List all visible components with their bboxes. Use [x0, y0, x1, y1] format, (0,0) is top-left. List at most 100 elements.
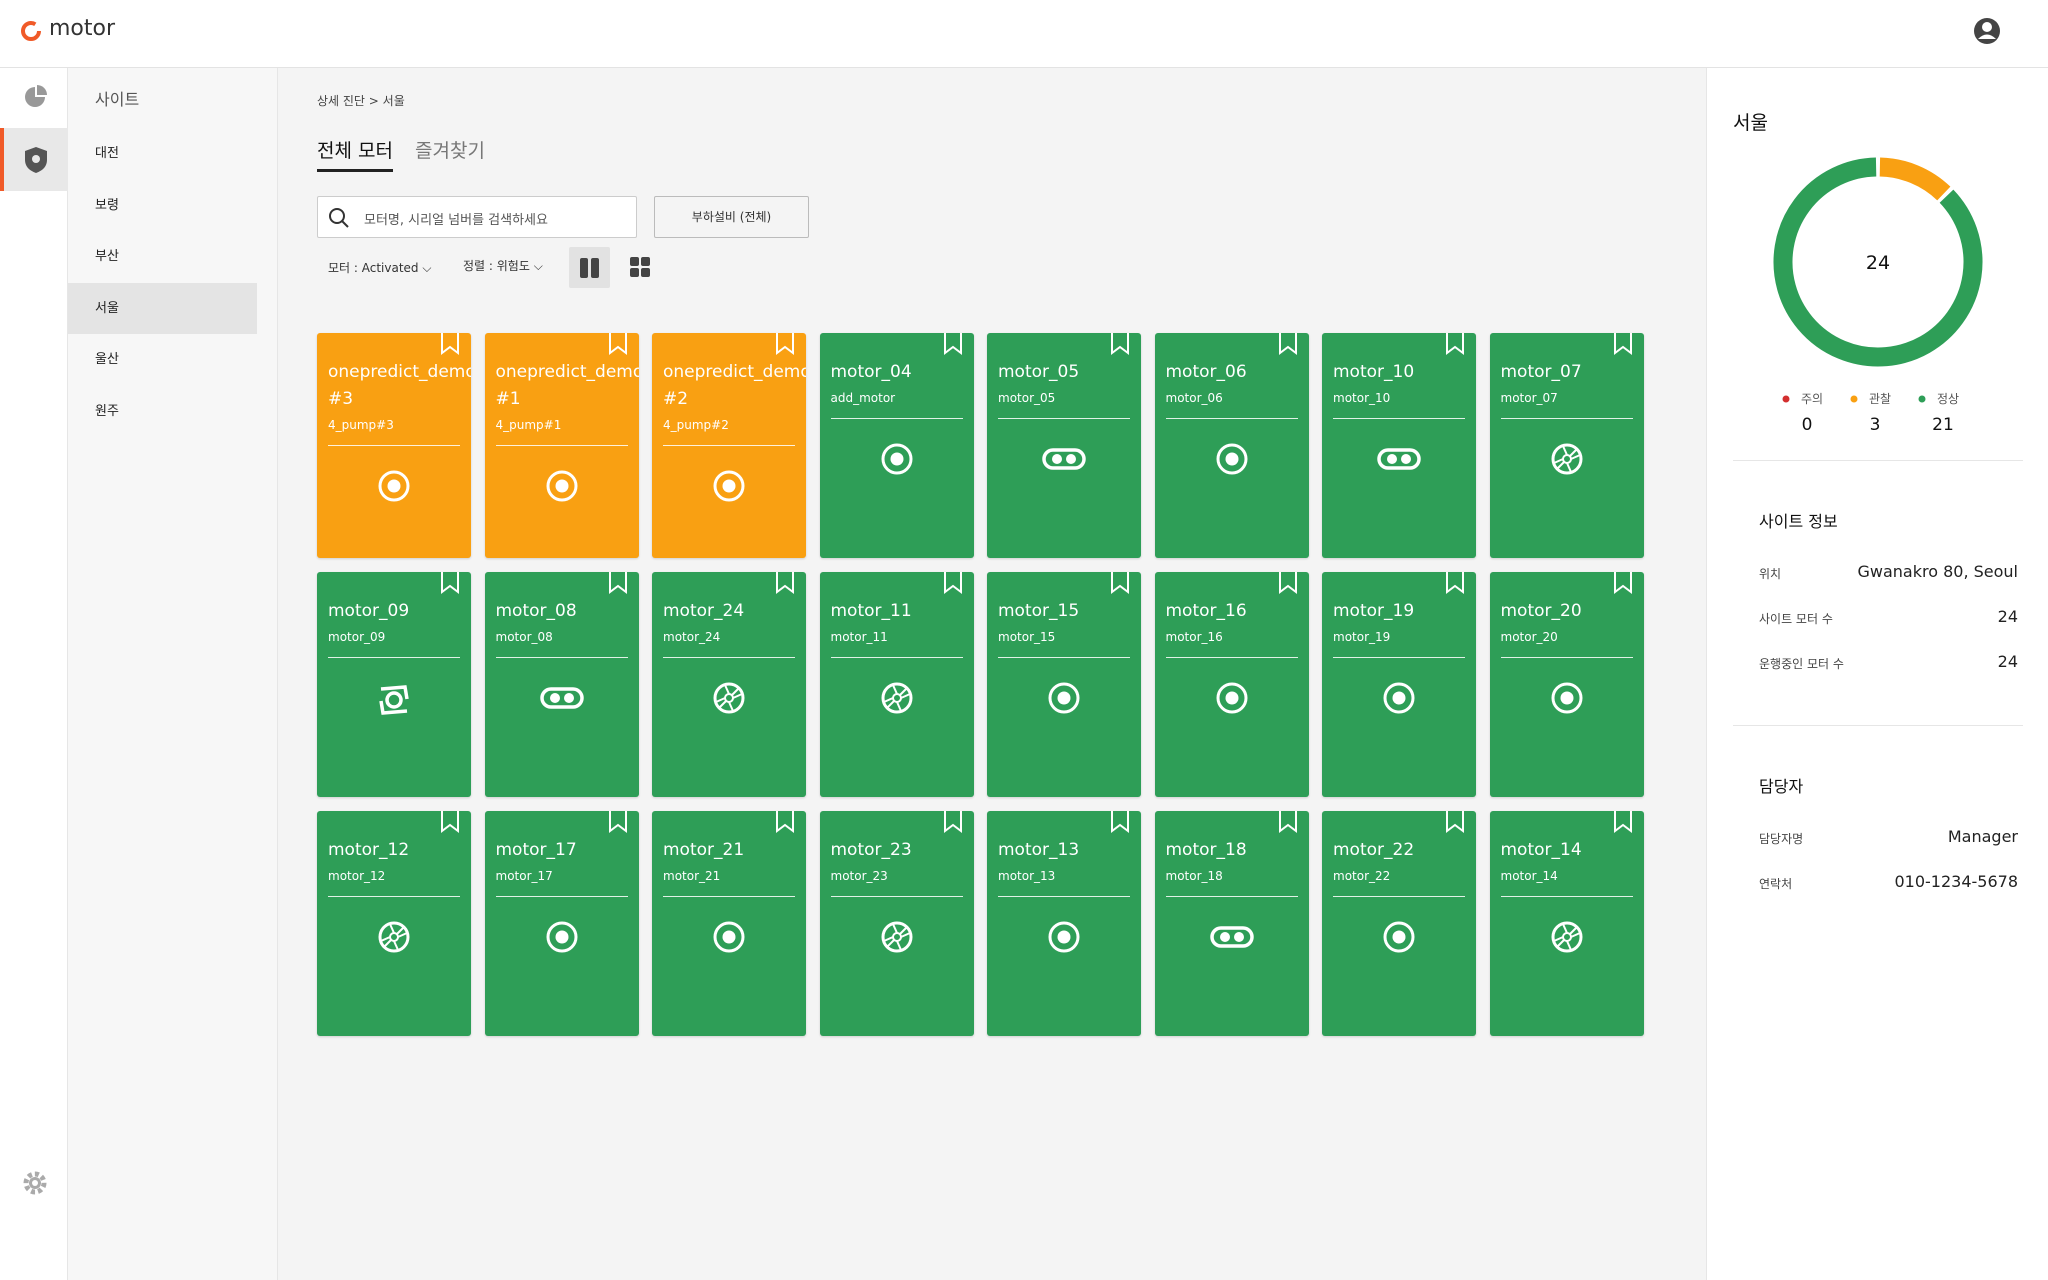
card-divider — [998, 418, 1130, 419]
tab[interactable]: 즐겨찾기 — [415, 140, 485, 162]
bookmark-icon[interactable] — [1278, 811, 1298, 833]
card-divider — [830, 657, 963, 658]
motor-card[interactable]: motor_11 motor_11 — [819, 572, 974, 797]
motor-card[interactable]: motor_05 motor_05 — [987, 333, 1141, 558]
motor-card[interactable]: motor_09 motor_09 — [317, 572, 471, 797]
bookmark-icon[interactable] — [1110, 572, 1130, 594]
motor-card[interactable]: motor_18 motor_18 — [1154, 811, 1309, 1036]
site-nav-item[interactable]: 보령 — [95, 197, 119, 213]
site-nav-item[interactable]: 서울 — [68, 282, 257, 334]
motor-card[interactable]: motor_12 motor_12 — [317, 811, 471, 1036]
site-nav-item[interactable]: 부산 — [95, 249, 119, 264]
legend-dot — [1782, 395, 1790, 403]
site-nav-item[interactable]: 원주 — [95, 403, 119, 419]
motor-card[interactable]: onepredict_demo_ #2 4_pump#2 — [652, 333, 806, 558]
motor-card[interactable]: motor_13 motor_13 — [987, 811, 1141, 1036]
settings-icon[interactable] — [23, 1171, 47, 1195]
legend-label: 주의 — [1801, 392, 1823, 406]
motor-card[interactable]: motor_21 motor_21 — [652, 811, 806, 1036]
motor-name: motor_09 — [328, 601, 410, 621]
site-summary-panel: 서울 주의 0 관찰 3 정상 21 24 사이트 정보 위치 Gwanakro 80, Se… — [1706, 68, 2048, 1280]
info-value: Gwanakro 80, Seoul — [1857, 562, 2018, 581]
card-divider — [1500, 657, 1633, 658]
motor-card[interactable]: motor_15 motor_15 — [987, 572, 1141, 797]
motor-card[interactable]: motor_17 motor_17 — [484, 811, 639, 1036]
motor-card[interactable]: motor_16 motor_16 — [1154, 572, 1309, 797]
bookmark-icon[interactable] — [775, 572, 795, 594]
motor-card[interactable]: onepredict_demo_ #1 4_pump#1 — [484, 333, 639, 558]
motor-card[interactable]: motor_10 motor_10 — [1322, 333, 1476, 558]
motor-card[interactable]: motor_20 motor_20 — [1489, 572, 1644, 797]
card-divider — [998, 896, 1130, 897]
motor-filter[interactable]: 모터 : Activated ⌵ — [328, 261, 432, 275]
tab[interactable]: 전체 모터 — [317, 136, 393, 172]
motor-card[interactable]: onepredict_demo_ #3 4_pump#3 — [317, 333, 471, 558]
site-nav-item[interactable]: 대전 — [95, 146, 119, 161]
motor-icon-wrap — [328, 469, 460, 503]
motor-name: onepredict_demo_ #3 — [328, 362, 471, 409]
bookmark-icon[interactable] — [943, 811, 963, 833]
user-icon[interactable] — [1972, 16, 2002, 46]
bookmark-icon[interactable] — [1278, 333, 1298, 355]
motor-icon — [1048, 921, 1080, 953]
motor-serial: 4_pump#3 — [328, 418, 394, 432]
motor-serial: motor_20 — [1500, 630, 1558, 644]
bookmark-icon[interactable] — [608, 811, 628, 833]
list-view-toggle[interactable] — [569, 247, 610, 288]
active-rail-item[interactable] — [0, 128, 68, 191]
legend-dot — [1918, 395, 1926, 403]
donut-segment — [1773, 157, 1983, 367]
info-row: 연락처 010-1234-5678 — [1759, 872, 2018, 896]
bookmark-icon[interactable] — [1613, 811, 1633, 833]
motor-card[interactable]: motor_19 motor_19 — [1322, 572, 1476, 797]
motor-serial: motor_24 — [663, 630, 721, 644]
bookmark-icon[interactable] — [1445, 811, 1465, 833]
motor-serial: motor_11 — [830, 630, 888, 644]
motor-serial: motor_13 — [998, 869, 1056, 883]
bookmark-icon[interactable] — [775, 811, 795, 833]
card-divider — [663, 445, 795, 446]
bookmark-icon[interactable] — [440, 333, 460, 355]
sort-filter[interactable]: 정렬 : 위험도 ⌵ — [463, 259, 543, 273]
motor-icon — [1209, 926, 1254, 948]
motor-name: motor_14 — [1500, 840, 1582, 860]
bookmark-icon[interactable] — [608, 572, 628, 594]
motor-serial: motor_18 — [1165, 869, 1223, 883]
bookmark-icon[interactable] — [1613, 333, 1633, 355]
dashboard-icon[interactable] — [23, 85, 47, 109]
motor-card[interactable]: motor_23 motor_23 — [819, 811, 974, 1036]
bookmark-icon[interactable] — [1445, 572, 1465, 594]
shield-icon — [25, 147, 47, 173]
bookmark-icon[interactable] — [1278, 572, 1298, 594]
bookmark-icon[interactable] — [943, 572, 963, 594]
icon-rail — [0, 68, 68, 1280]
bookmark-icon[interactable] — [1110, 811, 1130, 833]
grid-view-toggle[interactable] — [630, 257, 651, 278]
bookmark-icon[interactable] — [440, 572, 460, 594]
bookmark-icon[interactable] — [440, 811, 460, 833]
motor-serial: motor_08 — [495, 630, 553, 644]
bookmark-icon[interactable] — [1613, 572, 1633, 594]
motor-card[interactable]: motor_04 add_motor — [819, 333, 974, 558]
search-placeholder: 모터명, 시리얼 넘버를 검색하세요 — [364, 213, 548, 228]
motor-card[interactable]: motor_08 motor_08 — [484, 572, 639, 797]
bookmark-icon[interactable] — [943, 333, 963, 355]
bookmark-icon[interactable] — [775, 333, 795, 355]
nav-title: 사이트 — [95, 90, 140, 109]
site-nav-item[interactable]: 울산 — [95, 352, 119, 367]
motor-card[interactable]: motor_22 motor_22 — [1322, 811, 1476, 1036]
card-divider — [328, 445, 460, 446]
motor-card[interactable]: motor_07 motor_07 — [1489, 333, 1644, 558]
motor-card[interactable]: motor_14 motor_14 — [1489, 811, 1644, 1036]
motor-card[interactable]: motor_06 motor_06 — [1154, 333, 1309, 558]
bookmark-icon[interactable] — [1445, 333, 1465, 355]
bookmark-icon[interactable] — [608, 333, 628, 355]
bookmark-icon[interactable] — [1110, 333, 1130, 355]
legend-value: 21 — [1932, 415, 1954, 435]
motor-card[interactable]: motor_24 motor_24 — [652, 572, 806, 797]
search-box[interactable]: 모터명, 시리얼 넘버를 검색하세요 — [317, 196, 637, 238]
filter-button[interactable]: 부하설비 (전체) — [654, 196, 809, 238]
legend-label: 관찰 — [1869, 392, 1891, 406]
motor-icon-wrap — [831, 681, 963, 715]
logo[interactable]: motor — [49, 16, 116, 41]
